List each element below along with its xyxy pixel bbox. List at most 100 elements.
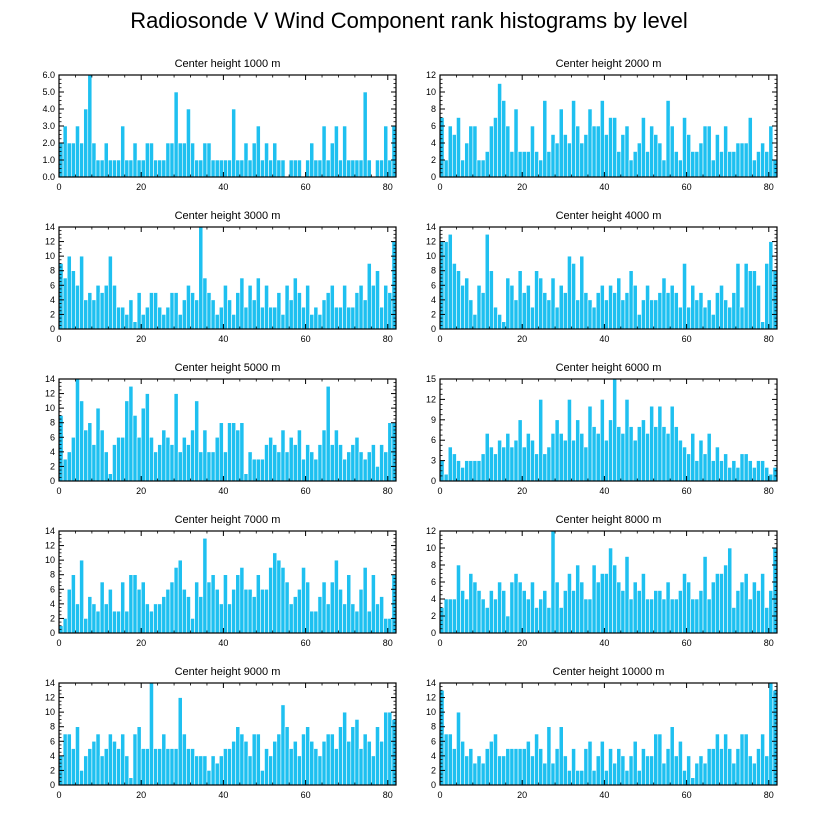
bar — [632, 740, 638, 786]
x-tick-label: 0 — [437, 486, 442, 496]
bar — [554, 581, 560, 634]
bar — [587, 299, 593, 330]
y-tick-label: 0 — [431, 476, 436, 486]
bar — [534, 453, 539, 482]
bar — [768, 125, 774, 178]
bar — [739, 581, 745, 634]
bar — [342, 603, 347, 634]
bar — [198, 755, 204, 786]
bar — [686, 755, 691, 786]
bar — [161, 429, 167, 482]
bar — [768, 473, 774, 482]
panel-title: Center height 6000 m — [556, 362, 662, 374]
bar — [255, 125, 261, 178]
bar — [284, 581, 290, 634]
bar — [719, 748, 724, 786]
bar — [83, 429, 89, 482]
bar — [231, 740, 237, 786]
bar — [387, 618, 393, 634]
x-tick-label: 60 — [301, 182, 311, 192]
bar — [325, 385, 331, 482]
bar — [690, 777, 696, 786]
bar — [562, 755, 568, 786]
bar — [472, 460, 478, 482]
bar — [227, 422, 232, 482]
bar — [534, 270, 539, 330]
bar — [583, 446, 589, 482]
bar — [280, 704, 286, 786]
bar — [694, 762, 700, 786]
bar — [521, 292, 527, 330]
bar — [288, 603, 294, 634]
x-tick-label: 20 — [517, 790, 527, 800]
y-tick-label: 4 — [431, 594, 436, 604]
bar — [599, 284, 605, 330]
y-tick-label: 8 — [431, 560, 436, 570]
bar — [710, 314, 716, 330]
bar — [83, 299, 89, 330]
bar — [190, 618, 195, 634]
bar — [140, 314, 146, 330]
y-tick-label: 8 — [431, 266, 436, 276]
bar — [165, 436, 171, 482]
bar — [612, 378, 618, 482]
bar — [218, 159, 224, 178]
bar — [764, 263, 770, 330]
bar — [375, 466, 380, 482]
bar — [95, 407, 101, 482]
bar — [128, 299, 134, 330]
bar — [735, 467, 741, 482]
bar — [661, 426, 667, 482]
bar — [338, 306, 343, 330]
bar — [546, 446, 552, 482]
bar — [181, 299, 187, 330]
bar — [124, 400, 130, 482]
bar — [145, 142, 150, 178]
bar — [66, 733, 72, 786]
bar — [157, 444, 163, 482]
bar — [760, 142, 765, 178]
panel-title: Center height 9000 m — [175, 666, 281, 678]
bar — [452, 263, 457, 330]
bar — [99, 292, 105, 330]
bar — [321, 125, 327, 178]
bar — [530, 439, 535, 482]
bar — [260, 159, 265, 178]
bar — [103, 142, 109, 178]
bar — [489, 270, 494, 330]
bar — [702, 762, 708, 786]
bar — [571, 590, 576, 634]
bars — [58, 378, 397, 482]
bar — [186, 108, 191, 178]
bar — [103, 748, 109, 786]
bar — [371, 444, 376, 482]
bar — [268, 159, 274, 178]
bar — [452, 748, 457, 786]
bar — [743, 142, 749, 178]
bar — [538, 598, 544, 634]
bar — [272, 142, 278, 178]
bars — [439, 682, 778, 786]
bar — [181, 588, 187, 634]
bar — [214, 159, 220, 178]
bar — [686, 453, 691, 482]
bar — [309, 314, 315, 330]
bar — [153, 603, 158, 634]
bar — [206, 142, 212, 178]
bar — [747, 460, 753, 482]
bar — [214, 762, 220, 786]
bar — [124, 314, 130, 330]
bar — [464, 142, 470, 178]
bar — [624, 770, 630, 786]
bar — [702, 556, 708, 634]
bar — [297, 159, 302, 178]
bar — [616, 748, 622, 786]
bar — [698, 292, 704, 330]
bar — [735, 748, 741, 786]
bar — [719, 573, 724, 634]
bar — [747, 270, 753, 330]
bar — [624, 399, 630, 482]
bar — [288, 436, 294, 482]
x-tick-label: 20 — [136, 334, 146, 344]
bar — [346, 740, 352, 786]
